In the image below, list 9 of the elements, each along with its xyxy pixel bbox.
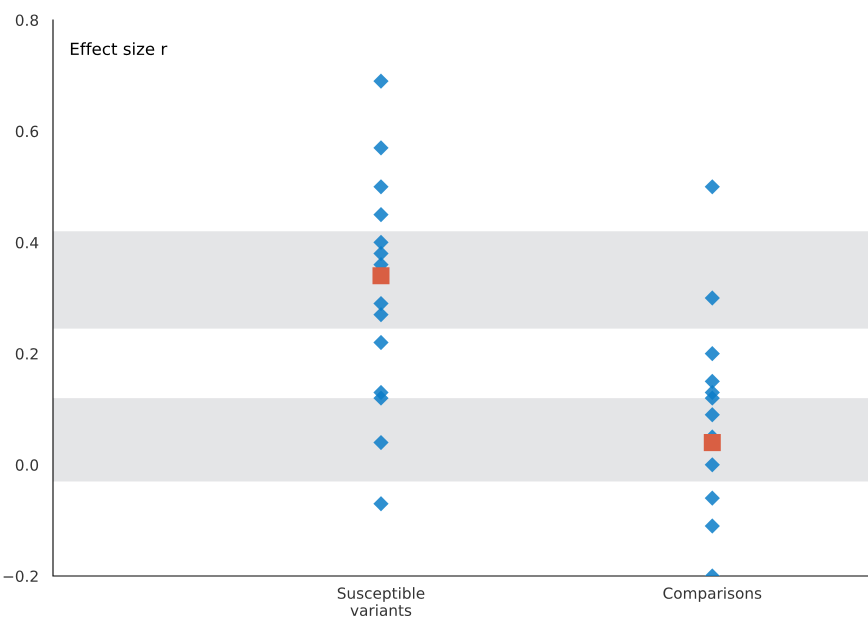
y-tick-label: 0.0 [16, 459, 38, 471]
y-tick-label: −0.2 [4, 570, 38, 582]
y-tick-label: 0.6 [16, 126, 38, 138]
y-tick-label: 0.8 [16, 14, 38, 26]
x-tick-label: Susceptible variants [338, 587, 424, 616]
y-tick-label: 0.4 [16, 236, 38, 248]
x-tick-label: Comparisons [663, 587, 762, 602]
y-tick-label: 0.2 [16, 348, 38, 360]
y-axis-title: Effect size r [70, 42, 168, 56]
